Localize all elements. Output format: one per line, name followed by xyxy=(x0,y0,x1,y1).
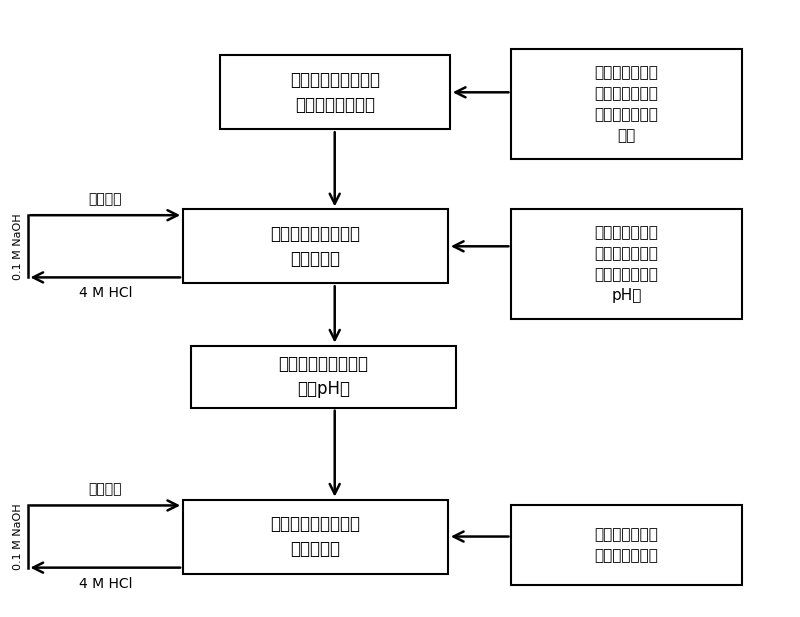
Text: 得到吸附碀酸溶液的
最佳pH值: 得到吸附碀酸溶液的 最佳pH值 xyxy=(278,355,368,398)
Bar xyxy=(219,56,450,130)
Text: 再生利用: 再生利用 xyxy=(89,482,122,497)
Bar xyxy=(183,209,448,283)
Bar xyxy=(511,49,742,159)
Bar xyxy=(511,209,742,319)
Text: 4 M HCl: 4 M HCl xyxy=(78,576,132,590)
Text: 亲和膜对碀鄘溶液进
行静态吸附: 亲和膜对碀鄘溶液进 行静态吸附 xyxy=(270,515,361,558)
Text: 改变条件包括单
体、配体、催化
剂浓度、接枝时
间等: 改变条件包括单 体、配体、催化 剂浓度、接枝时 间等 xyxy=(594,65,658,143)
Text: 改变条件包括碀
原液浓度、流速: 改变条件包括碀 原液浓度、流速 xyxy=(594,528,658,563)
Bar xyxy=(190,346,456,408)
Text: 用原子转移自由基聚
合制备聚睢亲和膜: 用原子转移自由基聚 合制备聚睢亲和膜 xyxy=(290,71,380,114)
Text: 亲和膜对碀酸溶液进
行静态吸附: 亲和膜对碀酸溶液进 行静态吸附 xyxy=(270,225,361,268)
Text: 改变条件包括接
枝率、碀原液浓
度、吸附时间、
pH值: 改变条件包括接 枝率、碀原液浓 度、吸附时间、 pH值 xyxy=(594,225,658,303)
Text: 0.1 M NaOH: 0.1 M NaOH xyxy=(14,213,23,280)
Bar xyxy=(183,500,448,574)
Bar xyxy=(511,505,742,586)
Text: 0.1 M NaOH: 0.1 M NaOH xyxy=(14,503,23,570)
Text: 再生利用: 再生利用 xyxy=(89,193,122,206)
Text: 4 M HCl: 4 M HCl xyxy=(78,286,132,300)
